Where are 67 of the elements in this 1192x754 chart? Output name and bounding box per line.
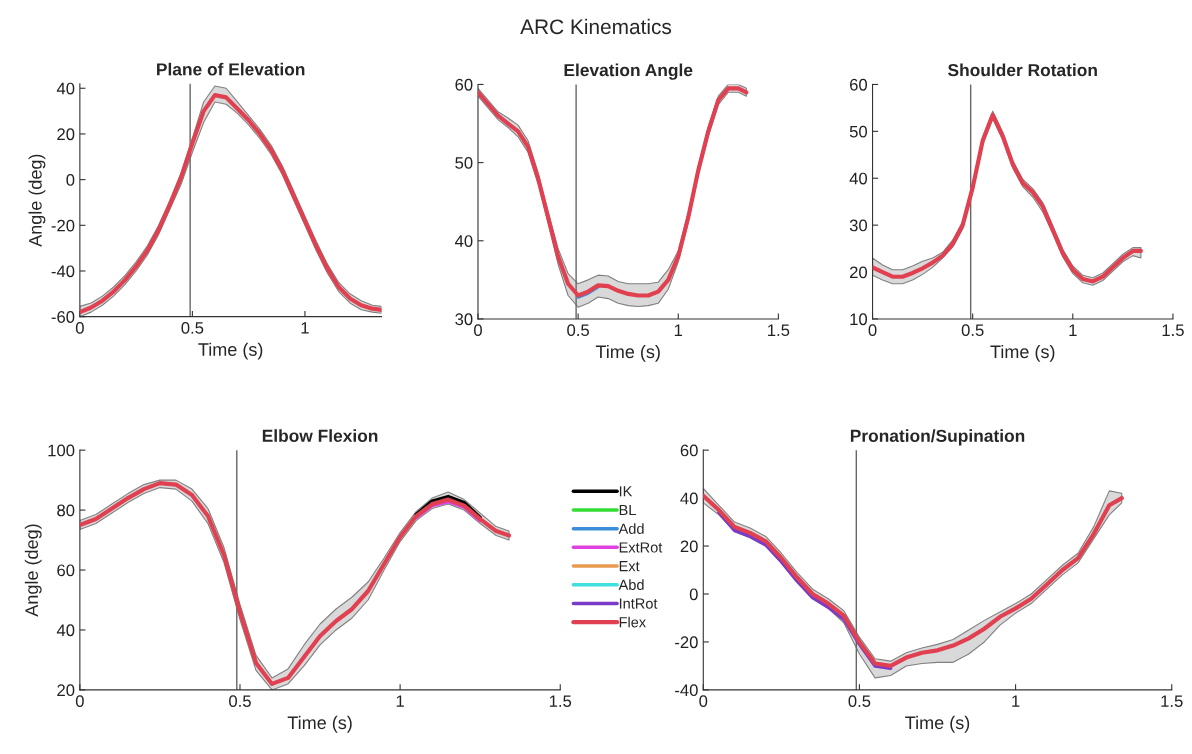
- y-tick-label: 60: [680, 444, 698, 457]
- y-tick-label: 40: [454, 235, 473, 247]
- x-tick-label: 1.5: [1162, 324, 1184, 337]
- x-tick-label: 1: [301, 322, 309, 334]
- y-tick-label: 20: [57, 128, 75, 141]
- legend-label: IntRot: [619, 598, 658, 609]
- x-tick-label: 0: [75, 695, 84, 708]
- x-axis-title: Time (s): [905, 715, 970, 733]
- y-tick-label: 80: [57, 504, 75, 517]
- chart-title: Pronation/Supination: [850, 429, 1025, 446]
- y-tick-label: 60: [57, 564, 75, 577]
- x-tick-label: 1: [1069, 324, 1077, 336]
- chart-title: Elbow Flexion: [262, 429, 378, 442]
- legend-label: ExtRot: [619, 542, 663, 553]
- x-tick-label: 1: [674, 324, 683, 336]
- x-axis-title: Time (s): [595, 344, 660, 362]
- y-tick-label: 30: [849, 219, 868, 232]
- x-tick-label: 1.5: [768, 324, 790, 337]
- x-tick-label: 0: [474, 324, 482, 337]
- chart-title: Plane of Elevation: [157, 62, 305, 76]
- y-tick-label: 10: [850, 313, 868, 326]
- y-tick-label: -20: [51, 219, 75, 232]
- y-tick-label: 40: [680, 492, 698, 505]
- y-axis-title: Angle (deg): [28, 154, 46, 247]
- y-tick-label: -40: [51, 265, 75, 278]
- legend-label: Ext: [619, 561, 640, 572]
- x-tick-label: 0.5: [848, 695, 871, 708]
- y-tick-label: 30: [455, 313, 473, 326]
- y-tick-label: 20: [849, 266, 868, 279]
- x-tick-label: 0: [699, 695, 708, 708]
- y-tick-label: 50: [455, 157, 473, 169]
- legend-label: Add: [618, 523, 644, 534]
- y-tick-label: 100: [48, 444, 75, 457]
- y-tick-label: 40: [56, 82, 75, 95]
- y-tick-label: 60: [849, 78, 868, 91]
- chart-title: Elevation Angle: [564, 63, 693, 80]
- y-tick-label: 50: [849, 125, 868, 138]
- y-tick-label: -40: [675, 684, 698, 697]
- y-tick-label: 40: [56, 624, 75, 637]
- y-tick-label: 0: [66, 174, 75, 186]
- legend-label: BL: [619, 505, 636, 516]
- x-tick-label: 0.5: [181, 321, 204, 334]
- x-axis-title: Time (s): [198, 342, 263, 360]
- y-tick-label: 20: [680, 540, 698, 553]
- x-tick-label: 1.5: [1161, 695, 1183, 708]
- y-tick-label: -20: [675, 636, 698, 649]
- y-axis-title: Angle (deg): [24, 524, 42, 617]
- text: ARC Kinematics: [520, 18, 672, 35]
- chart-title: Shoulder Rotation: [948, 63, 1097, 77]
- y-tick-label: 20: [57, 684, 75, 697]
- legend-label: IK: [619, 486, 633, 497]
- x-tick-label: 0: [75, 321, 84, 334]
- y-tick-label: 0: [689, 588, 698, 601]
- x-tick-label: 0.5: [961, 324, 984, 337]
- x-tick-label: 1: [396, 695, 404, 707]
- y-tick-label: 40: [849, 172, 868, 185]
- x-tick-label: 0.5: [229, 695, 251, 708]
- x-axis-title: Time (s): [287, 715, 352, 733]
- x-tick-label: 0: [868, 324, 877, 337]
- x-tick-label: 0.5: [567, 324, 590, 337]
- x-tick-label: 1.5: [549, 695, 572, 708]
- x-axis-title: Time (s): [990, 344, 1055, 362]
- x-tick-label: 1: [1012, 695, 1020, 707]
- y-tick-label: 60: [455, 78, 473, 91]
- legend-label: Abd: [618, 579, 644, 590]
- y-tick-label: -60: [51, 311, 75, 323]
- legend-label: Flex: [619, 616, 646, 628]
